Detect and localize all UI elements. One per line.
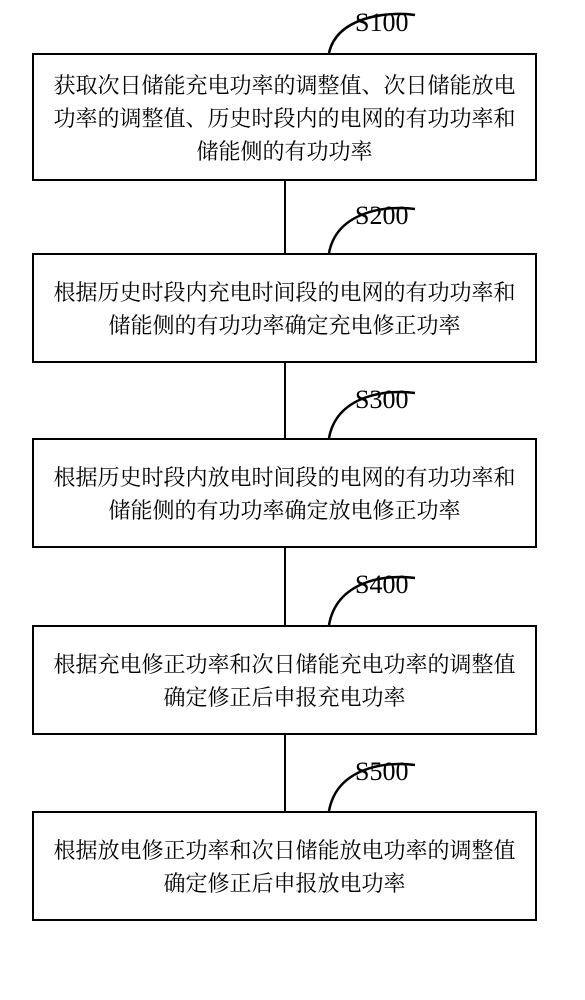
- step-box-s300: 根据历史时段内放电时间段的电网的有功功率和储能侧的有功功率确定放电修正功率: [32, 438, 537, 548]
- step-box-s500: 根据放电修正功率和次日储能放电功率的调整值确定修正后申报放电功率: [32, 811, 537, 921]
- step-label-s200: S200: [355, 201, 408, 231]
- step-label-s100: S100: [355, 8, 408, 38]
- step-label-s400: S400: [355, 570, 408, 600]
- step-label-s500: S500: [355, 757, 408, 787]
- flowchart-canvas: S100 获取次日储能充电功率的调整值、次日储能放电功率的调整值、历史时段内的电…: [0, 0, 585, 1000]
- step-box-s100: 获取次日储能充电功率的调整值、次日储能放电功率的调整值、历史时段内的电网的有功功…: [32, 53, 537, 181]
- step-label-s300: S300: [355, 385, 408, 415]
- step-box-s200: 根据历史时段内充电时间段的电网的有功功率和储能侧的有功功率确定充电修正功率: [32, 253, 537, 363]
- step-text-s200: 根据历史时段内充电时间段的电网的有功功率和储能侧的有功功率确定充电修正功率: [46, 275, 523, 341]
- connector-s200-s300: [284, 363, 286, 438]
- step-text-s300: 根据历史时段内放电时间段的电网的有功功率和储能侧的有功功率确定放电修正功率: [46, 460, 523, 526]
- connector-s300-s400: [284, 548, 286, 625]
- connector-s100-s200: [284, 181, 286, 253]
- step-text-s500: 根据放电修正功率和次日储能放电功率的调整值确定修正后申报放电功率: [46, 833, 523, 899]
- step-text-s400: 根据充电修正功率和次日储能充电功率的调整值确定修正后申报充电功率: [46, 647, 523, 713]
- connector-s400-s500: [284, 735, 286, 811]
- step-text-s100: 获取次日储能充电功率的调整值、次日储能放电功率的调整值、历史时段内的电网的有功功…: [46, 68, 523, 167]
- step-box-s400: 根据充电修正功率和次日储能充电功率的调整值确定修正后申报充电功率: [32, 625, 537, 735]
